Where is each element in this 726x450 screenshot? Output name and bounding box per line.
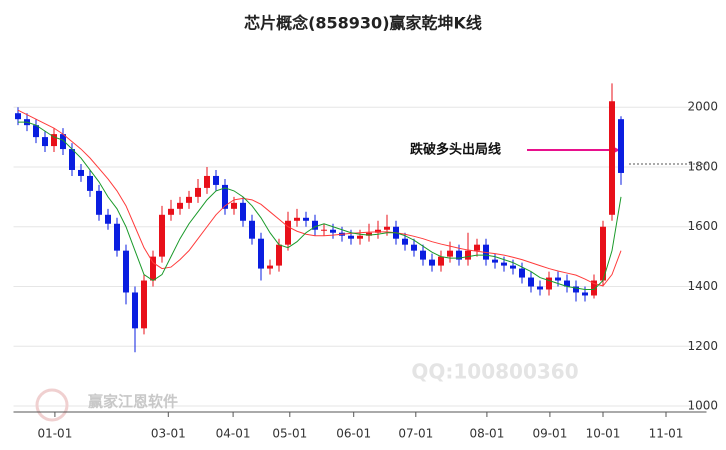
x-tick-label: 09-01 [532,427,567,441]
candle-body [150,256,156,281]
candle-body [69,149,75,170]
candle-body [312,220,318,230]
candle-body [375,229,381,233]
candle-body [519,268,525,278]
candle-body [402,238,408,245]
candle-body [303,217,309,221]
candle-body [456,250,462,260]
candle-body [501,262,507,266]
candle-body [348,235,354,239]
candle-body [474,244,480,251]
y-tick-label: 1400 [687,279,718,293]
candle-body [510,265,516,269]
candle-body [600,226,606,281]
y-tick-label: 1600 [687,219,718,233]
candle-body [96,190,102,215]
chart-title: 芯片概念(858930)赢家乾坤K线 [244,14,482,33]
candle-body [465,250,471,260]
candle-body [546,277,552,290]
candle-body [87,175,93,191]
y-tick-label: 2000 [687,100,718,114]
candle-body [33,125,39,138]
x-tick-label: 06-01 [336,427,371,441]
candle-body [438,256,444,266]
candle-body [159,214,165,257]
candle-body [78,169,84,176]
candle-body [213,175,219,185]
x-tick-label: 08-01 [469,427,504,441]
x-tick-label: 11-01 [649,427,684,441]
candle-body [105,214,111,224]
candle-body [249,220,255,239]
candle-body [177,202,183,209]
candle-body [222,184,228,209]
logo-icon [35,388,69,422]
annotation: 跌破多头出局线 [410,142,501,158]
candle-body [276,244,282,266]
candle-body [492,259,498,263]
x-tick-label: 10-01 [586,427,621,441]
candle-body [204,175,210,188]
x-tick-label: 07-01 [398,427,433,441]
candle-body [168,208,174,215]
y-tick-label: 1000 [687,399,718,413]
candle-body [411,244,417,251]
candle-body [582,292,588,296]
candle-body [357,235,363,239]
candle-body [609,101,615,215]
candle-body [51,134,57,147]
candle-body [330,229,336,233]
x-tick-label: 03-01 [151,427,186,441]
candle-body [618,119,624,173]
candle-body [15,113,21,120]
candle-body [123,250,129,293]
logo-text: 赢家江恩软件 [88,393,178,411]
x-tick-label: 04-01 [216,427,251,441]
candle-body [42,137,48,147]
candle-body [564,280,570,287]
candle-body [420,250,426,260]
x-tick-label: 01-01 [37,427,72,441]
candle-body [528,277,534,287]
candle-body [240,202,246,221]
x-tick-label: 05-01 [272,427,307,441]
candle-body [447,250,453,257]
candle-body [537,286,543,290]
candle-body [60,134,66,150]
moving-average [17,109,622,287]
y-tick-label: 1200 [687,339,718,353]
candle-body [141,280,147,329]
candle-body [258,238,264,269]
candle-body [321,229,327,231]
candle-body [186,196,192,203]
moving-average [18,121,622,290]
candle-body [555,277,561,281]
candle-body [366,232,372,236]
candle-body [294,217,300,221]
candle-body [132,292,138,329]
candle-body [429,259,435,266]
candle-body [285,220,291,245]
candle-body [591,280,597,296]
candle-body [195,187,201,197]
candle-body [231,202,237,209]
candle-body [384,226,390,230]
candle-body [114,223,120,251]
watermark: QQ:100800360 [411,360,578,384]
y-tick-label: 1800 [687,159,718,173]
candle-body [573,286,579,293]
candle-body [267,265,273,269]
